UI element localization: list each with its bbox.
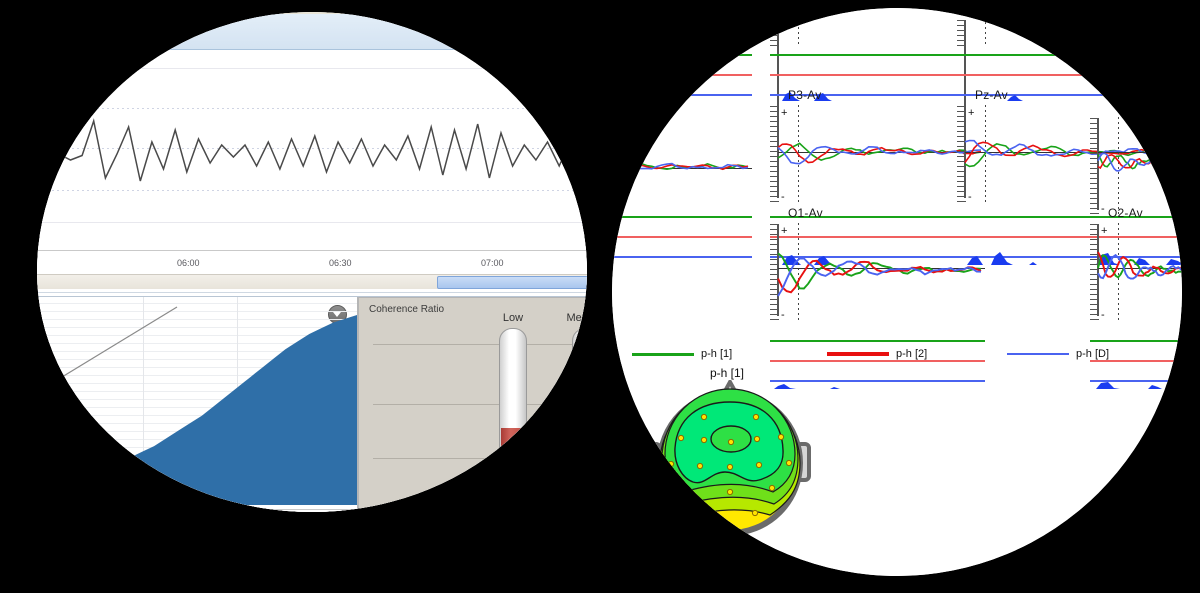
erp-rectified-trace [770,92,985,101]
gauge-low-value[interactable]: 23 [479,470,547,502]
erp-channel-label-p3av: P3-Av [788,88,822,102]
legend-swatch-green [632,352,694,356]
time-axis-label-0: 06:00 [177,258,200,268]
erp-trace-group [777,142,982,165]
axis-minus-marker: - [781,309,785,321]
area-gridline [37,399,357,400]
erp-trace-group [1097,251,1182,280]
area-gridline [37,335,357,336]
erp-rectified-trace [1090,253,1182,265]
area-gridline [37,303,357,304]
axis-minus-marker: - [1101,309,1105,321]
legend-item-ph2: p-h [2] [827,348,927,360]
gauge-low-tube [499,328,527,470]
gauge-medium-label: Medium [566,312,587,324]
hrv-trace-line [37,118,587,182]
area-gridline [37,407,357,408]
gauge-low-fill [501,428,525,468]
biofeedback-app-window: 06:00 06:30 07:00 re [37,12,587,512]
area-gridline [37,415,357,416]
area-gridline [37,327,357,328]
area-gridline [37,367,357,368]
erp-rectified-trace [1090,382,1182,389]
erp-cell-partial-top-left [612,8,752,118]
gauge-medium-tube [572,328,587,470]
erp-cell-partial-top-right [957,8,1182,120]
toolbar-icon [150,25,172,39]
erp-rectified-trace [770,384,985,389]
axis-minus-marker: - [1101,203,1105,215]
legend-swatch-red [827,352,889,356]
area-gridline [37,343,357,344]
area-chart-axis: 05:00 [37,509,357,512]
legend-label-ph2: p-h [2] [896,348,928,360]
axis-plus-marker: + [781,225,788,237]
legend-swatch-blue [1007,353,1069,355]
erp-cell-partial-right-mid: - [1090,108,1182,268]
coherence-accumulation-chart[interactable]: re 05:0 [37,297,359,512]
erp-channel-label-o2av: O2-Av [1108,206,1143,220]
right-circular-crop: P3-Av + - Pz-Av [612,8,1182,576]
toolbar-button-2[interactable] [143,20,179,44]
toolbar-button-1[interactable] [107,21,139,43]
coherence-ratio-panel: Coherence Ratio Low Medium [359,297,587,512]
area-chart-series [37,306,357,505]
axis-minus-marker: - [781,191,785,203]
legend-label-ph1: p-h [1] [701,348,733,360]
axis-plus-marker: + [781,107,788,119]
erp-cell-partial-top-mid [770,8,985,120]
erp-trace-group [612,162,749,172]
erp-cell-o2av[interactable]: O2-Av + - [1090,206,1182,396]
area-gridline [37,351,357,352]
erp-channel-label-o1av: O1-Av [788,206,823,220]
coherence-ratio-legend: Coherence Ratio [369,304,445,315]
scalp-topography-map[interactable] [645,377,815,545]
topomap-title: p-h [1] [710,366,745,380]
legend-item-phd: p-h [D] [1007,348,1109,360]
legend-label-phd: p-h [D] [1076,348,1110,360]
time-axis-label-1: 06:30 [329,258,352,268]
gauge-medium-value[interactable] [553,470,587,502]
area-gridline [37,311,357,312]
time-axis-label-2: 07:00 [481,258,504,268]
legend-item-ph1: p-h [1] [632,348,732,360]
hrv-waveform-chart[interactable] [37,50,587,250]
chart-gridlines [37,50,587,250]
area-gridline [37,319,357,320]
area-gridline [37,383,357,384]
lower-split-panel: re 05:0 [37,296,587,512]
time-axis: 06:00 06:30 07:00 [37,250,587,275]
timeline-scrollbar-thumb[interactable] [437,276,587,289]
erp-rectified-trace [957,252,1182,265]
left-circular-crop: 06:00 06:30 07:00 re [37,12,587,512]
app-toolbar[interactable] [37,14,587,50]
area-gridline [37,375,357,376]
erp-cell-p3av[interactable] [612,108,752,258]
erp-cell-pzav[interactable]: Pz-Av + - [957,88,1182,268]
erp-waveform-grid: P3-Av + - Pz-Av [612,8,1182,576]
erp-channel-label-pzav: Pz-Av [975,88,1008,102]
area-gridline [37,359,357,360]
area-gridline [37,391,357,392]
window-titlebar [37,12,587,14]
gauge-medium-fill [574,396,587,468]
timeline-scrollbar[interactable] [37,274,587,289]
erp-cell-p3av-main[interactable]: P3-Av + - [770,88,985,268]
axis-minus-marker: - [968,191,972,203]
erp-rectified-trace [770,255,985,265]
axis-plus-marker: + [1101,225,1108,237]
erp-trace-group [1097,152,1182,172]
axis-plus-marker: + [968,107,975,119]
erp-cell-o1av[interactable]: O1-Av + - [770,206,985,396]
erp-trace-group [777,252,982,297]
gauge-low-label: Low [502,312,524,324]
erp-rectified-trace [957,95,1182,101]
